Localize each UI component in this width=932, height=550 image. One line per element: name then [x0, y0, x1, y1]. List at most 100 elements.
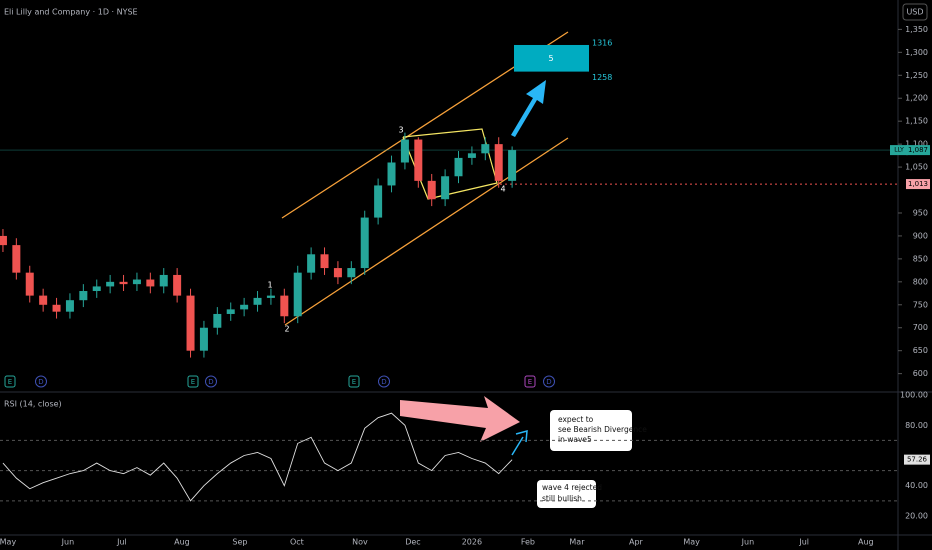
x-tick-label: May [683, 538, 700, 547]
wave-label: 4 [500, 185, 505, 194]
event-box [187, 375, 199, 388]
x-tick-label: Jul [798, 538, 809, 547]
rsi-last: 57.26 [907, 456, 928, 464]
y-tick-label: 750 [913, 300, 928, 309]
y-tick-label: 1,200 [905, 94, 928, 103]
candle-body [427, 180, 436, 200]
x-tick-label: Oct [290, 538, 304, 547]
annotation: wave 4 rejected [542, 483, 602, 492]
target-low: 1258 [592, 73, 612, 82]
symbol-badge [890, 145, 908, 156]
rsi-arrow [511, 429, 528, 456]
annotation: expect to [558, 415, 594, 424]
y-tick-label: 800 [913, 277, 928, 286]
candle-body [186, 295, 195, 351]
y-tick-label: 1,050 [905, 163, 928, 172]
x-tick-label: 2026 [462, 538, 482, 547]
currency-box [902, 3, 928, 21]
event-label: E [528, 378, 532, 386]
event-circle [35, 375, 47, 388]
event-circle [205, 375, 217, 388]
x-tick-label: Sep [232, 538, 247, 547]
callout-box [537, 480, 596, 508]
candle-body [226, 309, 235, 314]
event-box [4, 375, 16, 388]
candle-body [106, 281, 115, 287]
rsi-line [2, 412, 513, 502]
x-tick-label: May [0, 538, 16, 547]
candle-body [25, 272, 34, 296]
candle-body [307, 254, 316, 273]
candle-body [494, 144, 503, 181]
candle-body [132, 279, 141, 285]
y-tick-label: 950 [913, 208, 928, 217]
candle-body [79, 291, 88, 301]
candle-body [146, 279, 155, 287]
x-tick-label: Nov [352, 538, 368, 547]
candle-body [280, 295, 289, 317]
event-label: E [8, 378, 12, 386]
price-badge [906, 145, 930, 156]
divergence-arrow [400, 396, 520, 442]
x-tick-label: Feb [521, 538, 535, 547]
candle-body [441, 176, 450, 200]
y-tick-label: 650 [913, 346, 928, 355]
symbol: LLY [894, 147, 904, 154]
x-tick-label: Jul [116, 538, 127, 547]
x-tick-label: Jun [741, 538, 755, 547]
y-tick-label: 1,100 [905, 140, 928, 149]
target-box [514, 44, 589, 72]
rsi-badge [904, 454, 930, 465]
event-label: E [191, 378, 195, 386]
y-tick-label: 700 [913, 323, 928, 332]
event-label: D [546, 378, 551, 386]
event-circle [378, 375, 390, 388]
candle-body [0, 235, 7, 246]
candle-body [508, 150, 517, 181]
y-tick-label: 1,250 [905, 71, 928, 80]
x-tick-label: Mar [569, 538, 585, 547]
y-tick-label: 1,150 [905, 117, 928, 126]
event-label: E [352, 378, 356, 386]
y-tick-label: 100.00 [900, 391, 928, 400]
candle-body [400, 139, 409, 163]
y-tick-label: 1,300 [905, 48, 928, 57]
y-tick-label: 20.00 [905, 511, 928, 520]
event-box [348, 375, 360, 388]
candle-body [173, 274, 182, 296]
y-tick-label: 40.00 [905, 481, 928, 490]
candle-body [387, 162, 396, 186]
candle-body [320, 254, 329, 269]
candle-body [481, 144, 490, 154]
y-tick-label: 1,350 [905, 25, 928, 34]
x-tick-label: Aug [174, 538, 190, 547]
channel-lower [284, 137, 569, 326]
candle-body [347, 268, 356, 278]
candle-body [65, 300, 74, 312]
last-price-label: 1,087 [908, 146, 928, 154]
annotation: see Bearish Divergence [558, 425, 647, 434]
candle-body [12, 245, 21, 273]
chart-title: Eli Lilly and Company · 1D · NYSE [4, 8, 138, 17]
candle-body [119, 281, 128, 285]
level-label: 1,013 [908, 180, 928, 188]
candle-body [333, 268, 342, 278]
wave-label: 3 [398, 126, 403, 135]
x-tick-label: Dec [405, 538, 420, 547]
candle-body [52, 304, 61, 312]
candle-body [213, 313, 222, 328]
x-tick-label: Aug [858, 538, 874, 547]
y-tick-label: 600 [913, 369, 928, 378]
x-tick-label: Jun [61, 538, 75, 547]
event-label: D [208, 378, 213, 386]
candle-body [253, 297, 262, 305]
wave-label: 2 [284, 325, 289, 334]
target-high: 1316 [592, 38, 612, 47]
event-label: D [38, 378, 43, 386]
candle-body [414, 139, 423, 181]
candle-body [199, 327, 208, 351]
target-arrow [511, 80, 546, 137]
candle-body [266, 295, 275, 298]
